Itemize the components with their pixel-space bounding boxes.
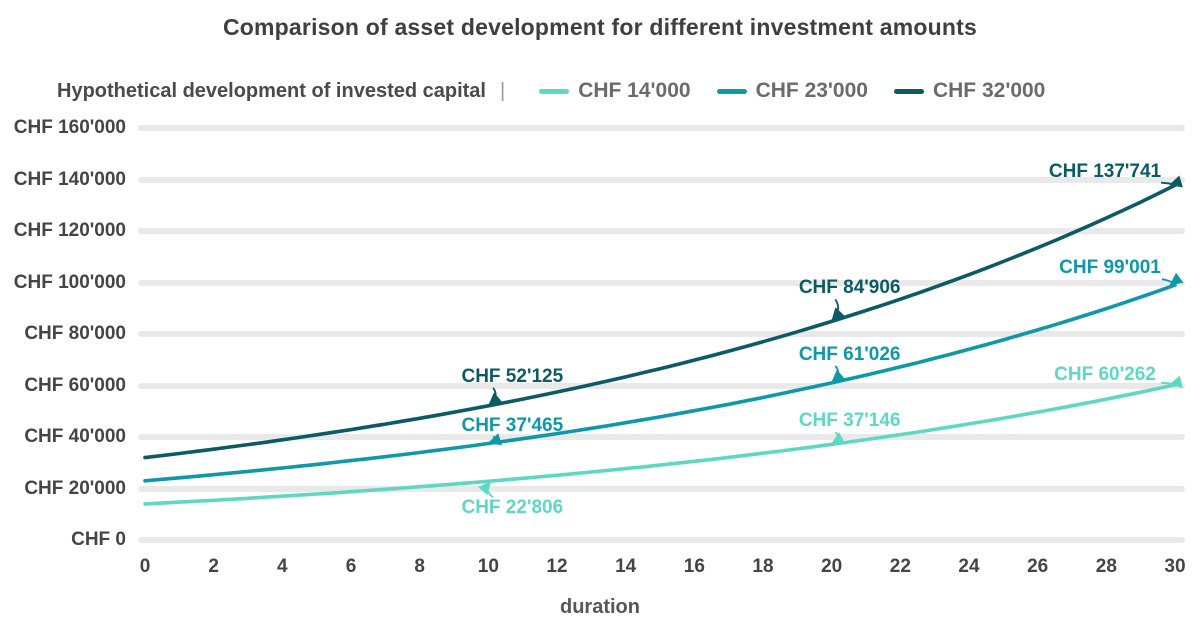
gridline xyxy=(138,537,1185,543)
data-point-label: CHF 52'125 xyxy=(461,365,564,387)
data-point-label: CHF 84'906 xyxy=(798,277,901,299)
y-axis-tick-label: CHF 0 xyxy=(71,529,126,550)
data-point-label: CHF 61'026 xyxy=(798,343,901,365)
gridline xyxy=(138,228,1185,234)
series-line-32000 xyxy=(143,183,1177,460)
y-axis-tick-label: CHF 160'000 xyxy=(13,117,126,138)
legend-item-chf-32000[interactable]: CHF 32'000 xyxy=(893,79,1046,103)
x-axis-tick-label: 24 xyxy=(958,556,980,577)
legend-item-label: CHF 14'000 xyxy=(578,79,691,102)
x-axis-tick-label: 20 xyxy=(821,556,843,577)
x-axis-tick-label: 8 xyxy=(414,556,425,577)
x-axis-tick-label: 16 xyxy=(683,556,705,577)
x-axis-tick-label: 22 xyxy=(889,556,911,577)
x-axis-tick-label: 6 xyxy=(345,556,357,577)
y-axis-tick-label: CHF 80'000 xyxy=(24,323,126,344)
legend: Hypothetical development of invested cap… xyxy=(57,79,1190,103)
data-point-label: CHF 37'146 xyxy=(798,410,901,432)
x-axis-tick-label: 30 xyxy=(1164,556,1186,577)
x-axis-tick-label: 12 xyxy=(546,556,568,577)
gridline xyxy=(138,279,1185,286)
data-point-label: CHF 60'262 xyxy=(1054,363,1156,385)
x-axis-tick-label: 10 xyxy=(477,556,499,577)
label-leader-line xyxy=(1160,175,1183,188)
gridline xyxy=(138,125,1185,131)
gridline xyxy=(138,382,1185,389)
series-line-swatch-icon xyxy=(539,88,570,94)
y-axis-tick-label: CHF 20'000 xyxy=(24,477,126,499)
legend-title: Hypothetical development of invested cap… xyxy=(57,79,486,102)
legend-item-chf-23000[interactable]: CHF 23'000 xyxy=(716,79,868,103)
x-axis-title: duration xyxy=(560,596,640,618)
data-point-label: CHF 137'741 xyxy=(1048,161,1162,183)
x-axis-tick-label: 4 xyxy=(277,556,288,577)
x-axis-tick-label: 14 xyxy=(615,556,637,577)
legend-item-label: CHF 23'000 xyxy=(755,79,868,102)
y-axis-tick-label: CHF 100'000 xyxy=(13,271,126,293)
y-axis-tick-label: CHF 60'000 xyxy=(24,374,126,396)
x-axis-tick-label: 2 xyxy=(208,556,219,577)
chart-title: Comparison of asset development for diff… xyxy=(222,14,978,40)
gridline xyxy=(138,176,1185,183)
y-axis-tick-label: CHF 120'000 xyxy=(13,220,126,241)
gridline xyxy=(138,485,1185,492)
y-axis-tick-label: CHF 140'000 xyxy=(13,168,126,190)
label-leader-line xyxy=(488,387,503,406)
legend-divider: | xyxy=(499,79,506,102)
series-line-swatch-icon xyxy=(893,88,924,94)
label-leader-line xyxy=(831,298,845,321)
series-line-swatch-icon xyxy=(716,88,747,94)
x-axis-tick-label: 0 xyxy=(139,556,151,577)
data-point-label: CHF 99'001 xyxy=(1059,257,1161,279)
data-point-label: CHF 22'806 xyxy=(461,497,564,519)
legend-item-chf-14000[interactable]: CHF 14'000 xyxy=(539,79,691,103)
x-axis-tick-label: 18 xyxy=(752,556,774,577)
y-axis-tick-label: CHF 40'000 xyxy=(24,426,126,447)
gridline xyxy=(138,331,1185,337)
gridline xyxy=(138,434,1185,440)
x-axis-tick-label: 28 xyxy=(1095,556,1117,577)
label-leader-line xyxy=(831,365,846,383)
x-axis-tick-label: 26 xyxy=(1027,556,1049,577)
data-point-label: CHF 37'465 xyxy=(461,414,564,436)
legend-item-label: CHF 32'000 xyxy=(932,79,1046,102)
